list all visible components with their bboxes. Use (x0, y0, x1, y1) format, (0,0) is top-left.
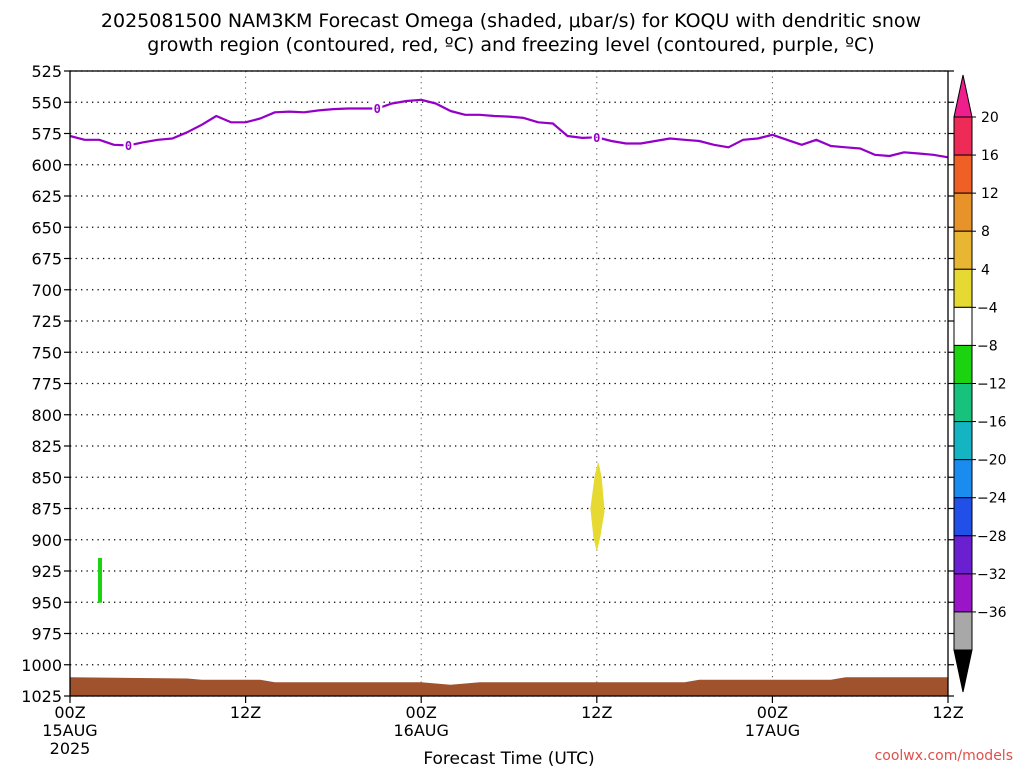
y-tick-label: 900 (31, 531, 62, 550)
colorbar-swatch (953, 230, 973, 270)
x-tick-sublabel: 17AUG (745, 721, 800, 740)
chart-title-line-2: growth region (contoured, red, ºC) and f… (147, 34, 874, 56)
colorbar-level-label: 4 (981, 262, 990, 278)
x-tick-label: 12Z (581, 703, 612, 722)
y-tick-label: 800 (31, 406, 62, 425)
freezing-level-contour-label: 0 (374, 102, 381, 116)
x-tick-label: 00Z (54, 703, 85, 722)
y-tick-label: 850 (31, 468, 62, 487)
y-tick-label: 675 (31, 250, 62, 269)
y-tick-label: 1025 (21, 687, 62, 706)
plot-area: 0 0 0 525 550 575 600 625 650 675 700 725 750 775 800 8… (21, 62, 963, 758)
colorbar-swatch (953, 611, 973, 651)
colorbar-swatch (953, 306, 973, 346)
colorbar-level-label: −32 (977, 567, 1007, 583)
x-tick-label: 12Z (230, 703, 261, 722)
freezing-level-contour-label: 0 (593, 131, 600, 145)
colorbar-level-label: −12 (977, 377, 1007, 393)
y-tick-label: 925 (31, 562, 62, 581)
y-tick-label: 550 (31, 93, 62, 112)
colorbar-top-arrow (953, 74, 973, 118)
y-tick-label: 950 (31, 593, 62, 612)
colorbar-swatch (953, 154, 973, 194)
colorbar-swatch (953, 383, 973, 423)
x-tick-label: 12Z (932, 703, 963, 722)
contour-label-bg (123, 137, 134, 154)
y-tick-label: 825 (31, 437, 62, 456)
terrain-fill (70, 677, 948, 696)
y-tick-label: 575 (31, 125, 62, 144)
omega-shaded-region (98, 558, 102, 603)
y-tick-label: 700 (31, 281, 62, 300)
chart-title-line-1: 2025081500 NAM3KM Forecast Omega (shaded… (101, 10, 921, 32)
colorbar-swatch (953, 535, 973, 575)
colorbar-level-label: 12 (981, 186, 999, 202)
x-tick-sublabel: 2025 (50, 739, 91, 758)
colorbar-level-label: 8 (981, 224, 990, 240)
colorbar: 20 16 12 8 4 −4 −8 −12 −16 −20 −24 −28 −32 −36 (953, 74, 1007, 693)
freezing-level-contour-label: 0 (125, 139, 132, 153)
contour-label-bg (372, 100, 383, 117)
colorbar-level-label: −4 (977, 300, 998, 316)
colorbar-level-label: −8 (977, 338, 998, 354)
y-tick-label: 650 (31, 218, 62, 237)
x-tick-sublabel: 16AUG (393, 721, 448, 740)
y-tick-label: 1000 (21, 656, 62, 675)
colorbar-swatch (953, 421, 973, 461)
colorbar-swatch (953, 459, 973, 499)
colorbar-bottom-arrow (953, 649, 973, 693)
colorbar-swatch (953, 344, 973, 384)
y-tick-label: 625 (31, 187, 62, 206)
y-tick-label: 975 (31, 625, 62, 644)
y-tick-label: 725 (31, 312, 62, 331)
colorbar-swatch (953, 192, 973, 232)
credit-text: coolwx.com/models (875, 748, 1013, 764)
y-tick-label: 875 (31, 500, 62, 519)
colorbar-level-label: 20 (981, 110, 999, 126)
y-tick-label: 600 (31, 156, 62, 175)
colorbar-swatch (953, 497, 973, 537)
x-tick-sublabel: 15AUG (42, 721, 97, 740)
colorbar-level-label: −20 (977, 453, 1007, 469)
x-tick-label: 00Z (757, 703, 788, 722)
colorbar-level-label: −36 (977, 605, 1007, 621)
colorbar-swatch (953, 573, 973, 613)
colorbar-swatch (953, 268, 973, 308)
plot-frame (69, 70, 949, 697)
freezing-level-line (69, 98, 949, 159)
y-tick-label: 775 (31, 375, 62, 394)
x-axis-label: Forecast Time (UTC) (423, 749, 594, 768)
contour-label-bg (591, 129, 602, 146)
colorbar-level-label: −24 (977, 491, 1007, 507)
omega-shaded-region (590, 463, 605, 551)
y-tick-label: 525 (31, 62, 62, 81)
y-tick-label: 750 (31, 343, 62, 362)
colorbar-level-label: −28 (977, 529, 1007, 545)
x-tick-label: 00Z (406, 703, 437, 722)
colorbar-swatch (953, 116, 973, 156)
colorbar-level-label: 16 (981, 148, 999, 164)
colorbar-level-label: −16 (977, 415, 1007, 431)
